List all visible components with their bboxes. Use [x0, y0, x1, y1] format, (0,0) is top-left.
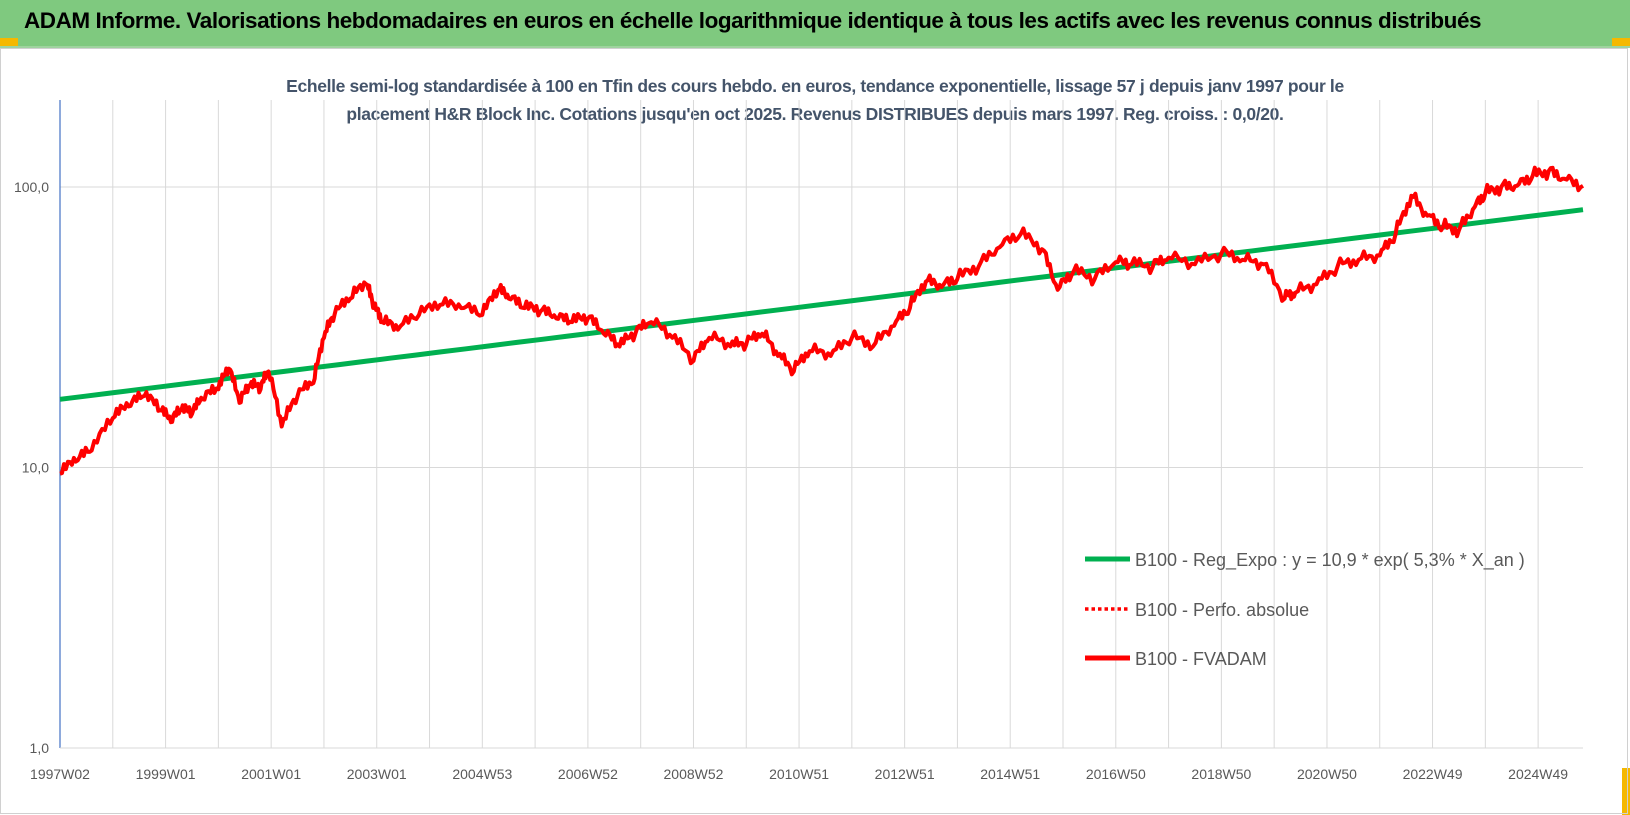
axes	[59, 100, 1583, 749]
x-tick-label: 2018W50	[1191, 766, 1251, 782]
x-tick-label: 2022W49	[1403, 766, 1463, 782]
x-tick-label: 2014W51	[980, 766, 1040, 782]
x-tick-label: 2020W50	[1297, 766, 1357, 782]
chart-subtitle-line-1: Echelle semi-log standardisée à 100 en T…	[286, 76, 1344, 96]
x-tick-label: 2024W49	[1508, 766, 1568, 782]
y-tick-label: 10,0	[22, 460, 49, 476]
legend-label: B100 - Reg_Expo : y = 10,9 * exp( 5,3% *…	[1135, 550, 1525, 571]
report-header-banner: ADAM Informe. Valorisations hebdomadaire…	[0, 0, 1630, 48]
corner-accent-top-left	[0, 38, 18, 46]
chart-subtitle-line-2: placement H&R Block Inc. Cotations jusqu…	[346, 104, 1284, 124]
x-tick-label: 2001W01	[241, 766, 301, 782]
x-tick-label: 1997W02	[30, 766, 90, 782]
series-lines	[59, 165, 1585, 476]
report-title: ADAM Informe. Valorisations hebdomadaire…	[24, 8, 1482, 33]
x-tick-label: 2008W52	[664, 766, 724, 782]
chart-subtitle: Echelle semi-log standardisée à 100 en T…	[150, 72, 1480, 128]
x-tick-label: 2003W01	[347, 766, 407, 782]
corner-accent-bottom-right	[1622, 768, 1630, 815]
corner-accent-top-right	[1612, 38, 1630, 46]
legend-label: B100 - Perfo. absolue	[1135, 600, 1309, 620]
x-tick-label: 2016W50	[1086, 766, 1146, 782]
x-axis-tick-labels: 1997W02 1999W01 2001W01 2003W01 2004W53 2006W…	[30, 766, 1568, 782]
x-tick-label: 2006W52	[558, 766, 618, 782]
fvadam-line	[59, 165, 1585, 476]
x-tick-label: 1999W01	[136, 766, 196, 782]
x-tick-label: 2012W51	[875, 766, 935, 782]
y-axis-tick-labels: 1,0 10,0 100,0	[14, 179, 49, 756]
chart-frame	[0, 48, 1628, 814]
horizontal-gridlines	[60, 186, 1583, 749]
y-tick-label: 1,0	[30, 740, 50, 756]
x-tick-label: 2004W53	[452, 766, 512, 782]
regression-line	[59, 207, 1584, 402]
x-tick-label: 2010W51	[769, 766, 829, 782]
y-tick-label: 100,0	[14, 179, 49, 195]
chart-legend: B100 - Reg_Expo : y = 10,9 * exp( 5,3% *…	[1085, 550, 1525, 669]
legend-label: B100 - FVADAM	[1135, 649, 1267, 669]
